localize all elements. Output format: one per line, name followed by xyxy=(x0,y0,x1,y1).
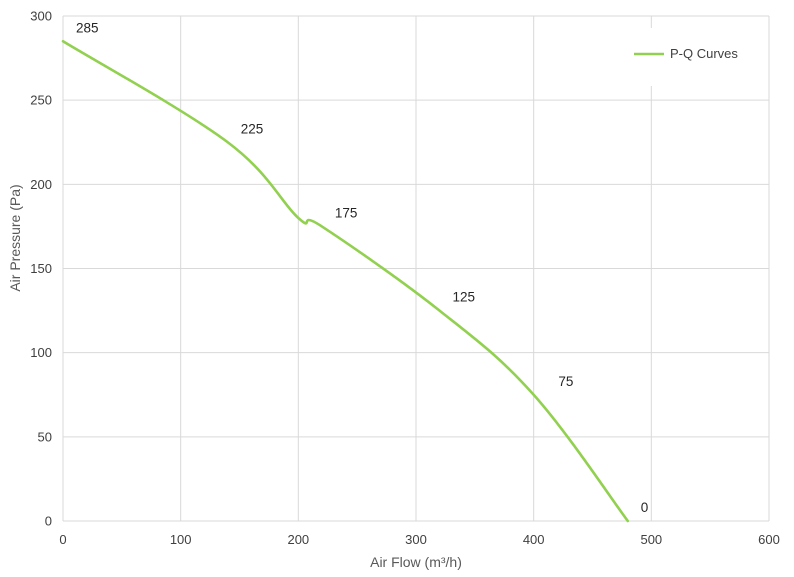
x-tick-label: 0 xyxy=(59,532,66,547)
y-tick-label: 250 xyxy=(30,93,52,108)
data-label-285: 285 xyxy=(76,20,99,35)
data-label-175: 175 xyxy=(335,205,358,220)
x-tick-label: 300 xyxy=(405,532,427,547)
data-labels: 285 225 175 125 75 0 xyxy=(76,20,648,515)
x-tick-label: 200 xyxy=(287,532,309,547)
data-label-225: 225 xyxy=(241,121,264,136)
data-label-75: 75 xyxy=(558,374,573,389)
legend-background xyxy=(626,28,754,86)
y-axis-title: Air Pressure (Pa) xyxy=(7,184,23,291)
x-tick-label: 500 xyxy=(640,532,662,547)
x-axis-ticks: 0 100 200 300 400 500 600 xyxy=(59,532,779,547)
y-tick-label: 0 xyxy=(45,514,52,529)
y-tick-label: 150 xyxy=(30,261,52,276)
y-tick-label: 300 xyxy=(30,9,52,24)
legend-label-pq-curves: P-Q Curves xyxy=(670,46,738,61)
y-axis-ticks: 0 50 100 150 200 250 300 xyxy=(30,9,52,529)
series-line-pq-curves xyxy=(61,39,630,523)
grid-lines xyxy=(62,15,770,522)
x-tick-label: 400 xyxy=(523,532,545,547)
x-tick-label: 100 xyxy=(170,532,192,547)
y-tick-label: 50 xyxy=(38,429,52,444)
x-axis-title: Air Flow (m³/h) xyxy=(370,554,462,570)
x-tick-label: 600 xyxy=(758,532,780,547)
y-tick-label: 200 xyxy=(30,177,52,192)
data-label-125: 125 xyxy=(453,290,476,305)
y-tick-label: 100 xyxy=(30,345,52,360)
legend[interactable]: P-Q Curves xyxy=(626,28,754,86)
data-label-0: 0 xyxy=(641,500,649,515)
